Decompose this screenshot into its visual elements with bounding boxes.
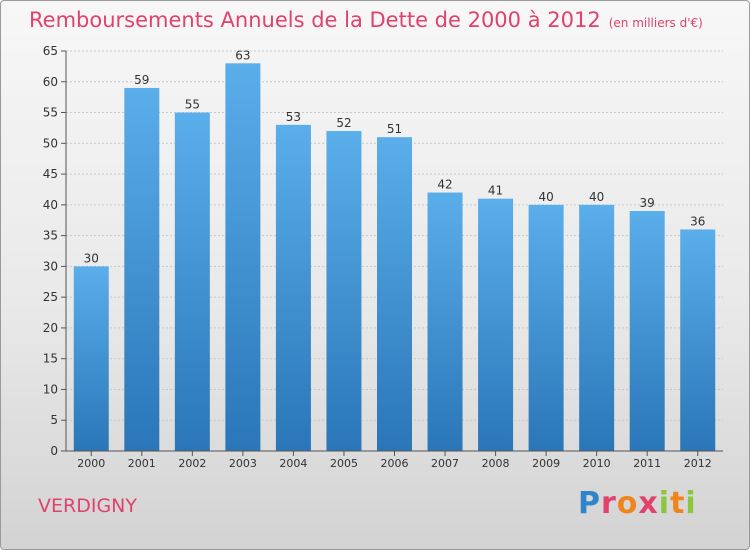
data-label: 30 [84,251,99,265]
y-tick-label: 40 [43,198,58,212]
bar-layer: 30 59 55 63 53 52 51 42 41 40 40 39 36 [73,48,716,452]
y-tick-label: 5 [50,413,58,427]
data-label: 52 [336,116,351,130]
x-tick-label: 2005 [330,457,358,470]
x-tick-label: 2012 [684,457,712,470]
data-label: 63 [235,48,250,62]
bar [377,137,412,451]
proxiti-logo[interactable]: Proxiti [578,486,697,521]
y-tick-label: 30 [43,259,58,273]
x-tick-label: 2007 [431,457,459,470]
bar [427,192,463,452]
bar [680,229,716,451]
chart-title: Remboursements Annuels de la Dette de 20… [29,8,703,32]
x-tick-label: 2011 [633,457,661,470]
y-tick-label: 60 [43,75,58,89]
bar [579,204,615,451]
x-tick-label: 2002 [178,457,206,470]
bar [528,204,564,451]
chart-title-text: Remboursements Annuels de la Dette de 20… [29,8,601,32]
bar [275,124,311,451]
data-label: 53 [286,110,301,124]
y-tick-label: 35 [43,229,58,243]
data-label: 59 [134,73,149,87]
y-tick-label: 50 [43,136,58,150]
y-tick-label: 55 [43,106,58,120]
y-tick-label: 0 [50,444,58,458]
chart-unit: (en milliers d'€) [608,16,703,30]
data-label: 40 [589,190,604,204]
x-tick-label: 2001 [128,457,156,470]
bar [174,112,210,452]
data-label: 39 [640,196,655,210]
y-tick-label: 10 [43,382,58,396]
y-tick-label: 45 [43,167,58,181]
x-tick-label: 2009 [532,457,560,470]
y-tick-label: 25 [43,290,58,304]
bar [73,266,109,451]
data-label: 42 [437,178,452,192]
data-label: 40 [538,190,553,204]
x-tick-label: 2004 [279,457,307,470]
bar [124,87,160,451]
data-label: 41 [488,184,503,198]
commune-name: VERDIGNY [38,495,137,517]
data-label: 51 [387,122,402,136]
bar [478,198,514,451]
y-tick-label: 20 [43,321,58,335]
y-tick-label: 65 [43,44,58,58]
x-tick-label: 2008 [482,457,510,470]
x-tick-label: 2010 [583,457,611,470]
bar [629,211,665,451]
bar [225,63,261,452]
x-tick-label: 2003 [229,457,257,470]
data-label: 55 [185,98,200,112]
bar [326,131,362,451]
x-tick-label: 2006 [381,457,409,470]
x-tick-label: 2000 [77,457,105,470]
y-tick-label: 15 [43,352,58,366]
data-label: 36 [690,214,705,228]
axis-layer: 0 5 10 15 20 25 30 35 40 45 50 55 60 65 2000 2001 2002 20… [43,44,723,470]
